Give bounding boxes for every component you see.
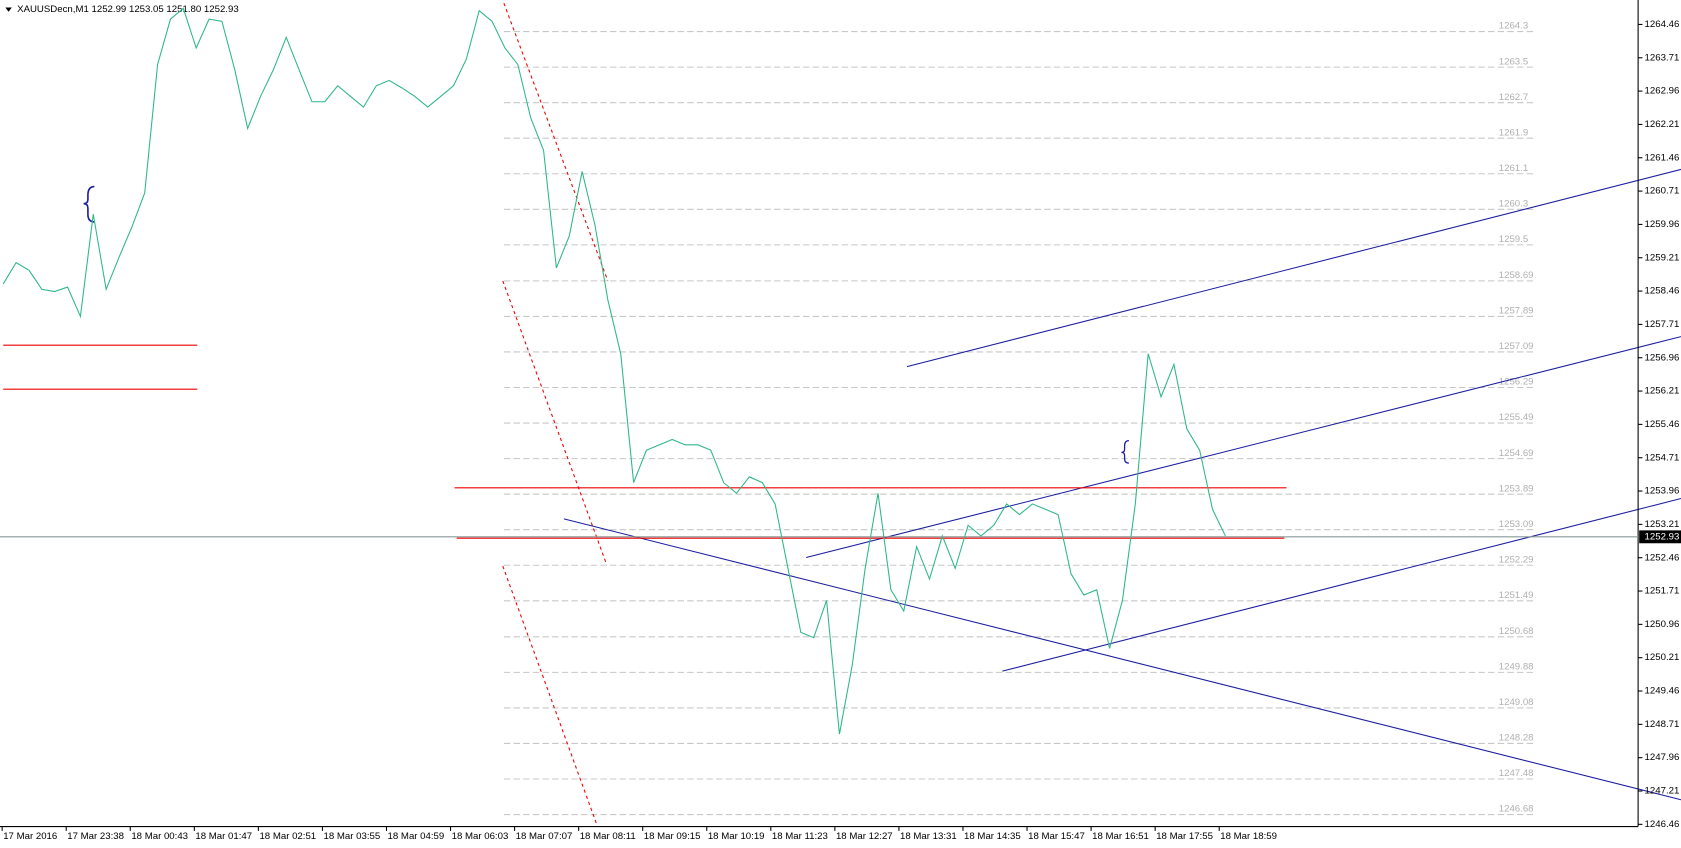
y-tick-label: 1259.96 [1645, 219, 1680, 230]
y-tick-label: 1262.21 [1645, 119, 1680, 130]
fib-label: 1258.69 [1499, 270, 1534, 281]
x-tick-label: 17 Mar 2016 [3, 831, 57, 842]
fib-label: 1254.69 [1499, 448, 1534, 459]
x-tick-label: 18 Mar 15:47 [1028, 831, 1085, 842]
x-tick-label: 18 Mar 13:31 [900, 831, 957, 842]
fib-label: 1250.68 [1499, 626, 1534, 637]
y-tick-label: 1250.21 [1645, 652, 1680, 663]
y-tick-label: 1256.21 [1645, 386, 1680, 397]
fib-label: 1261.1 [1499, 163, 1528, 174]
y-tick-label: 1261.46 [1645, 152, 1680, 163]
trend-line [806, 336, 1681, 558]
fib-label: 1256.29 [1499, 377, 1534, 388]
fib-label: 1259.5 [1499, 234, 1528, 245]
trend-line [906, 168, 1681, 368]
y-tick-label: 1252.46 [1645, 552, 1680, 563]
y-tick-label: 1246.46 [1645, 819, 1680, 830]
fib-label: 1247.48 [1499, 768, 1534, 779]
y-tick-label: 1248.71 [1645, 719, 1680, 730]
price-line [2, 7, 1226, 735]
y-tick-label: 1259.21 [1645, 252, 1680, 263]
brace [1121, 439, 1129, 464]
y-tick-label: 1264.46 [1645, 19, 1680, 30]
fib-label: 1249.88 [1499, 662, 1534, 673]
fib-label: 1248.28 [1499, 733, 1534, 744]
x-tick-label: 18 Mar 07:07 [516, 831, 573, 842]
y-tick-label: 1262.96 [1645, 86, 1680, 97]
fib-label: 1253.09 [1499, 519, 1534, 530]
fib-label: 1249.08 [1499, 697, 1534, 708]
x-tick-label: 18 Mar 11:23 [772, 831, 828, 842]
x-tick-label: 18 Mar 10:19 [708, 831, 765, 842]
x-tick-label: 18 Mar 06:03 [452, 831, 509, 842]
x-tick-label: 18 Mar 01:47 [195, 831, 252, 842]
menu-arrow[interactable] [5, 7, 12, 12]
x-tick-label: 18 Mar 16:51 [1092, 831, 1149, 842]
fib-label: 1262.7 [1499, 92, 1528, 103]
y-tick-label: 1263.71 [1645, 52, 1680, 63]
x-tick-label: 18 Mar 08:11 [580, 831, 636, 842]
fib-label: 1252.29 [1499, 554, 1534, 565]
y-tick-label: 1250.96 [1645, 619, 1680, 630]
trend-line [1002, 497, 1681, 672]
fib-label: 1261.9 [1499, 127, 1528, 138]
y-tick-label: 1254.71 [1645, 452, 1680, 463]
fib-label: 1260.3 [1499, 198, 1528, 209]
fib-label: 1251.49 [1499, 590, 1534, 601]
fib-label: 1255.49 [1499, 412, 1534, 423]
x-tick-label: 18 Mar 18:59 [1220, 831, 1277, 842]
y-tick-label: 1255.46 [1645, 419, 1680, 430]
y-tick-label: 1249.46 [1645, 686, 1680, 697]
y-tick-label: 1257.71 [1645, 319, 1680, 330]
y-tick-label: 1253.21 [1645, 519, 1680, 530]
y-tick-label: 1260.71 [1645, 186, 1680, 197]
current-price-label: 1252.93 [1645, 531, 1680, 542]
y-tick-label: 1251.71 [1645, 586, 1680, 597]
x-tick-label: 18 Mar 04:59 [388, 831, 445, 842]
fib-label: 1253.89 [1499, 483, 1534, 494]
y-tick-label: 1256.96 [1645, 352, 1680, 363]
chart-title: XAUUSDecn,M1 1252.99 1253.05 1251.80 125… [17, 4, 239, 15]
dotted-line [503, 3, 609, 282]
x-tick-label: 17 Mar 23:38 [67, 831, 124, 842]
x-tick-label: 18 Mar 00:43 [131, 831, 188, 842]
y-tick-label: 1247.96 [1645, 752, 1680, 763]
x-tick-label: 18 Mar 03:55 [323, 831, 380, 842]
x-tick-label: 18 Mar 02:51 [259, 831, 316, 842]
dotted-line [502, 565, 598, 826]
fib-label: 1263.5 [1499, 56, 1528, 67]
fib-label: 1246.68 [1499, 804, 1534, 815]
y-tick-label: 1258.46 [1645, 286, 1680, 297]
x-tick-label: 18 Mar 12:27 [836, 831, 893, 842]
current-price-box [1639, 530, 1681, 544]
fib-label: 1264.3 [1499, 21, 1528, 32]
y-tick-label: 1247.21 [1645, 786, 1680, 797]
dotted-line [502, 280, 608, 566]
trend-line [563, 518, 1681, 801]
x-tick-label: 18 Mar 14:35 [964, 831, 1021, 842]
fibonacci-levels: 1264.3 1263.5 1262.7 1261.9 1261.1 1260.3 1259… [503, 21, 1534, 816]
x-tick-label: 18 Mar 17:55 [1156, 831, 1213, 842]
brace [83, 185, 95, 223]
fib-label: 1257.09 [1499, 341, 1534, 352]
fib-label: 1257.89 [1499, 306, 1534, 317]
x-tick-label: 18 Mar 09:15 [644, 831, 701, 842]
y-tick-label: 1253.96 [1645, 486, 1680, 497]
